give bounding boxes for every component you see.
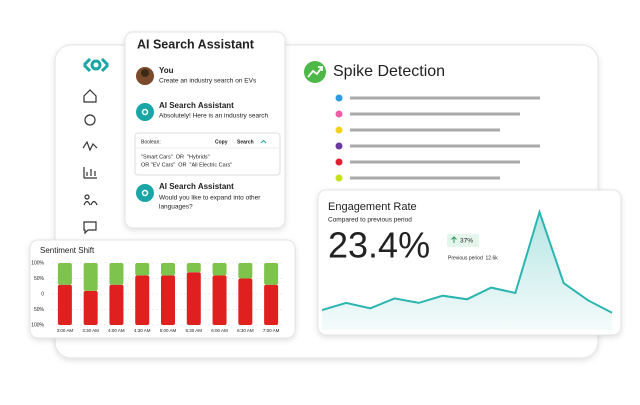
search-button[interactable]: Search [237,139,254,145]
bar-segment [264,284,279,325]
sender: You [159,66,174,75]
assistant-title: AI Search Assistant [137,37,255,51]
people-icon[interactable] [83,194,98,206]
change-badge [447,234,479,247]
chart-title: Sentiment Shift [40,246,95,255]
assistant-panel [124,31,286,229]
message: languages? [159,204,193,211]
engagement-value: 23.4% [328,225,430,266]
bar-segment [57,284,72,325]
bar-segment [238,263,253,279]
x-tick-label: 6:30 AM [237,328,254,333]
engagement-title: Engagement Rate [328,201,417,213]
activity-icon[interactable] [82,140,98,152]
message: Would you like to expand into other [159,195,261,202]
line [321,208,613,314]
bar-segment [109,284,124,325]
chat-icon[interactable] [83,221,97,235]
spike-title: Spike Detection [333,63,445,80]
list-dot [335,110,343,118]
boolean-box [134,132,281,176]
message: Absolutely! Here is an industry search [159,113,268,120]
bar-segment [83,290,98,325]
placeholder-line [350,176,500,180]
bar-segment [186,272,201,325]
placeholder-line [350,160,520,164]
bar-segment [264,263,279,285]
y-tick-label: 0 [41,291,44,297]
placeholder-line [350,96,540,100]
area-fill [322,212,612,330]
list-dot [335,126,343,134]
list-dot [335,94,343,102]
y-tick-label: 50% [34,307,45,313]
assistant-avatar [136,184,154,202]
sender: AI Search Assistant [159,182,234,191]
bar-segment [135,263,150,276]
list-dot [335,158,343,166]
bar-segment [109,263,124,285]
boolean-label: Boolean: [141,139,161,145]
bar-segment [57,263,72,285]
placeholder-line [350,128,500,132]
bar-segment [161,275,175,325]
spike-list [335,94,540,182]
x-tick-label: 5:30 AM [186,328,203,333]
placeholder-line [350,112,520,116]
x-tick-label: 6:00 AM [211,328,228,333]
x-tick-label: 4:00 AM [108,328,125,333]
previous-period: Previous period 12.6k [448,255,498,261]
assistant-avatar [136,103,154,121]
placeholder-line [350,144,540,148]
x-tick-label: 3:00 AM [57,328,74,333]
avatar-head [141,69,149,77]
collapse-icon[interactable] [260,139,267,144]
query-line: OR "EV Cars" OR "All Electric Cars" [141,162,232,168]
bar-segment [212,263,227,276]
home-icon[interactable] [83,89,97,103]
bar-segment [83,263,98,291]
change-value: 37% [460,238,473,245]
copy-button[interactable]: Copy [215,139,228,145]
search-icon[interactable] [84,114,96,126]
x-tick-label: 4:30 AM [134,328,151,333]
y-tick-label: 100% [31,260,44,266]
bar-segment [135,275,150,325]
y-tick-label: 100% [31,322,44,328]
sidebar [82,57,110,235]
sender: AI Search Assistant [159,101,234,110]
list-dot [335,174,343,182]
up-arrow [451,236,457,243]
logo [82,57,110,73]
y-tick-label: 50% [34,276,45,282]
chart-icon[interactable] [83,167,97,179]
bar-segment [161,263,175,276]
list-dot [335,142,343,150]
bar-segment [186,263,201,273]
bar-segment [212,275,227,325]
x-tick-label: 5:00 AM [160,328,177,333]
engagement-subtitle: Compared to previous period [328,217,412,224]
bar-segment [238,278,253,325]
x-tick-label: 7:00 AM [263,328,280,333]
spike-icon [304,61,326,83]
x-tick-label: 3:30 AM [82,328,99,333]
query-line: "Smart Cars" OR "Hybrids" [141,154,210,160]
message: Create an industry search on EVs [159,78,257,85]
